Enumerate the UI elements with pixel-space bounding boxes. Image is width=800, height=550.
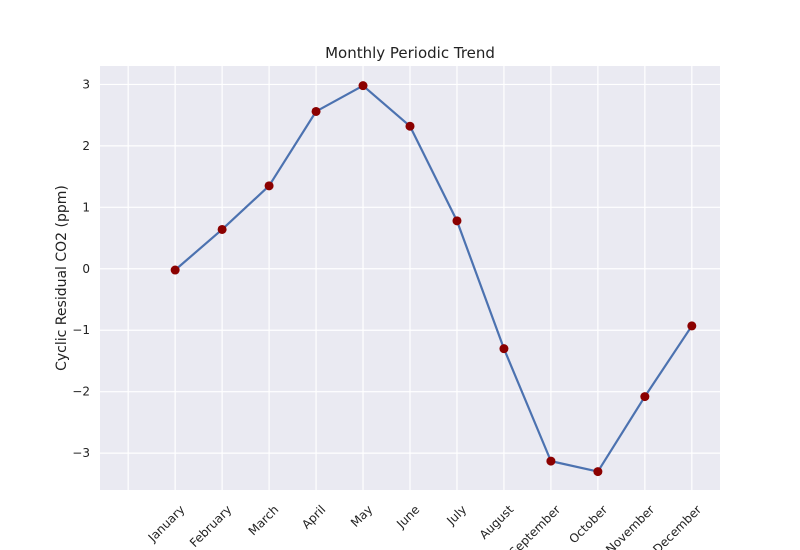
data-point (546, 456, 556, 466)
series-line (174, 84, 693, 473)
data-point (311, 106, 321, 116)
chart-title: Monthly Periodic Trend (325, 44, 495, 62)
data-point (593, 467, 603, 477)
data-point (687, 321, 697, 331)
x-tick-label: January (145, 502, 188, 545)
data-point (452, 216, 462, 226)
vertical-gridlines (127, 66, 693, 490)
data-point (640, 392, 650, 402)
x-tick-label: October (566, 502, 610, 546)
x-tick-label: May (348, 502, 375, 529)
x-tick-label: November (603, 502, 657, 550)
series-trend (170, 81, 697, 477)
y-tick-labels: −3 −2 −1 0 1 2 3 (72, 77, 90, 460)
data-point (170, 265, 180, 275)
y-tick-label: −3 (72, 446, 90, 460)
x-tick-label: February (187, 502, 235, 550)
x-tick-label: June (393, 502, 422, 531)
x-tick-label: September (506, 502, 563, 550)
x-tick-label: March (246, 502, 282, 538)
y-tick-label: 0 (82, 262, 90, 276)
x-tick-label: December (650, 502, 704, 550)
y-tick-label: 2 (82, 139, 90, 153)
y-tick-label: 3 (82, 77, 90, 91)
x-tick-label: August (477, 502, 517, 542)
data-point (217, 224, 227, 234)
x-tick-labels: January February March April May June July Augu… (145, 502, 704, 550)
data-point (264, 181, 274, 191)
y-tick-label: −2 (72, 385, 90, 399)
y-tick-label: −1 (72, 323, 90, 337)
y-tick-label: 1 (82, 200, 90, 214)
data-point (358, 81, 368, 91)
horizontal-gridlines (100, 83, 720, 454)
x-tick-label: April (299, 502, 328, 531)
data-point (499, 344, 509, 354)
y-axis-label: Cyclic Residual CO2 (ppm) (54, 185, 70, 371)
x-tick-label: July (443, 502, 469, 528)
data-point (405, 121, 415, 131)
